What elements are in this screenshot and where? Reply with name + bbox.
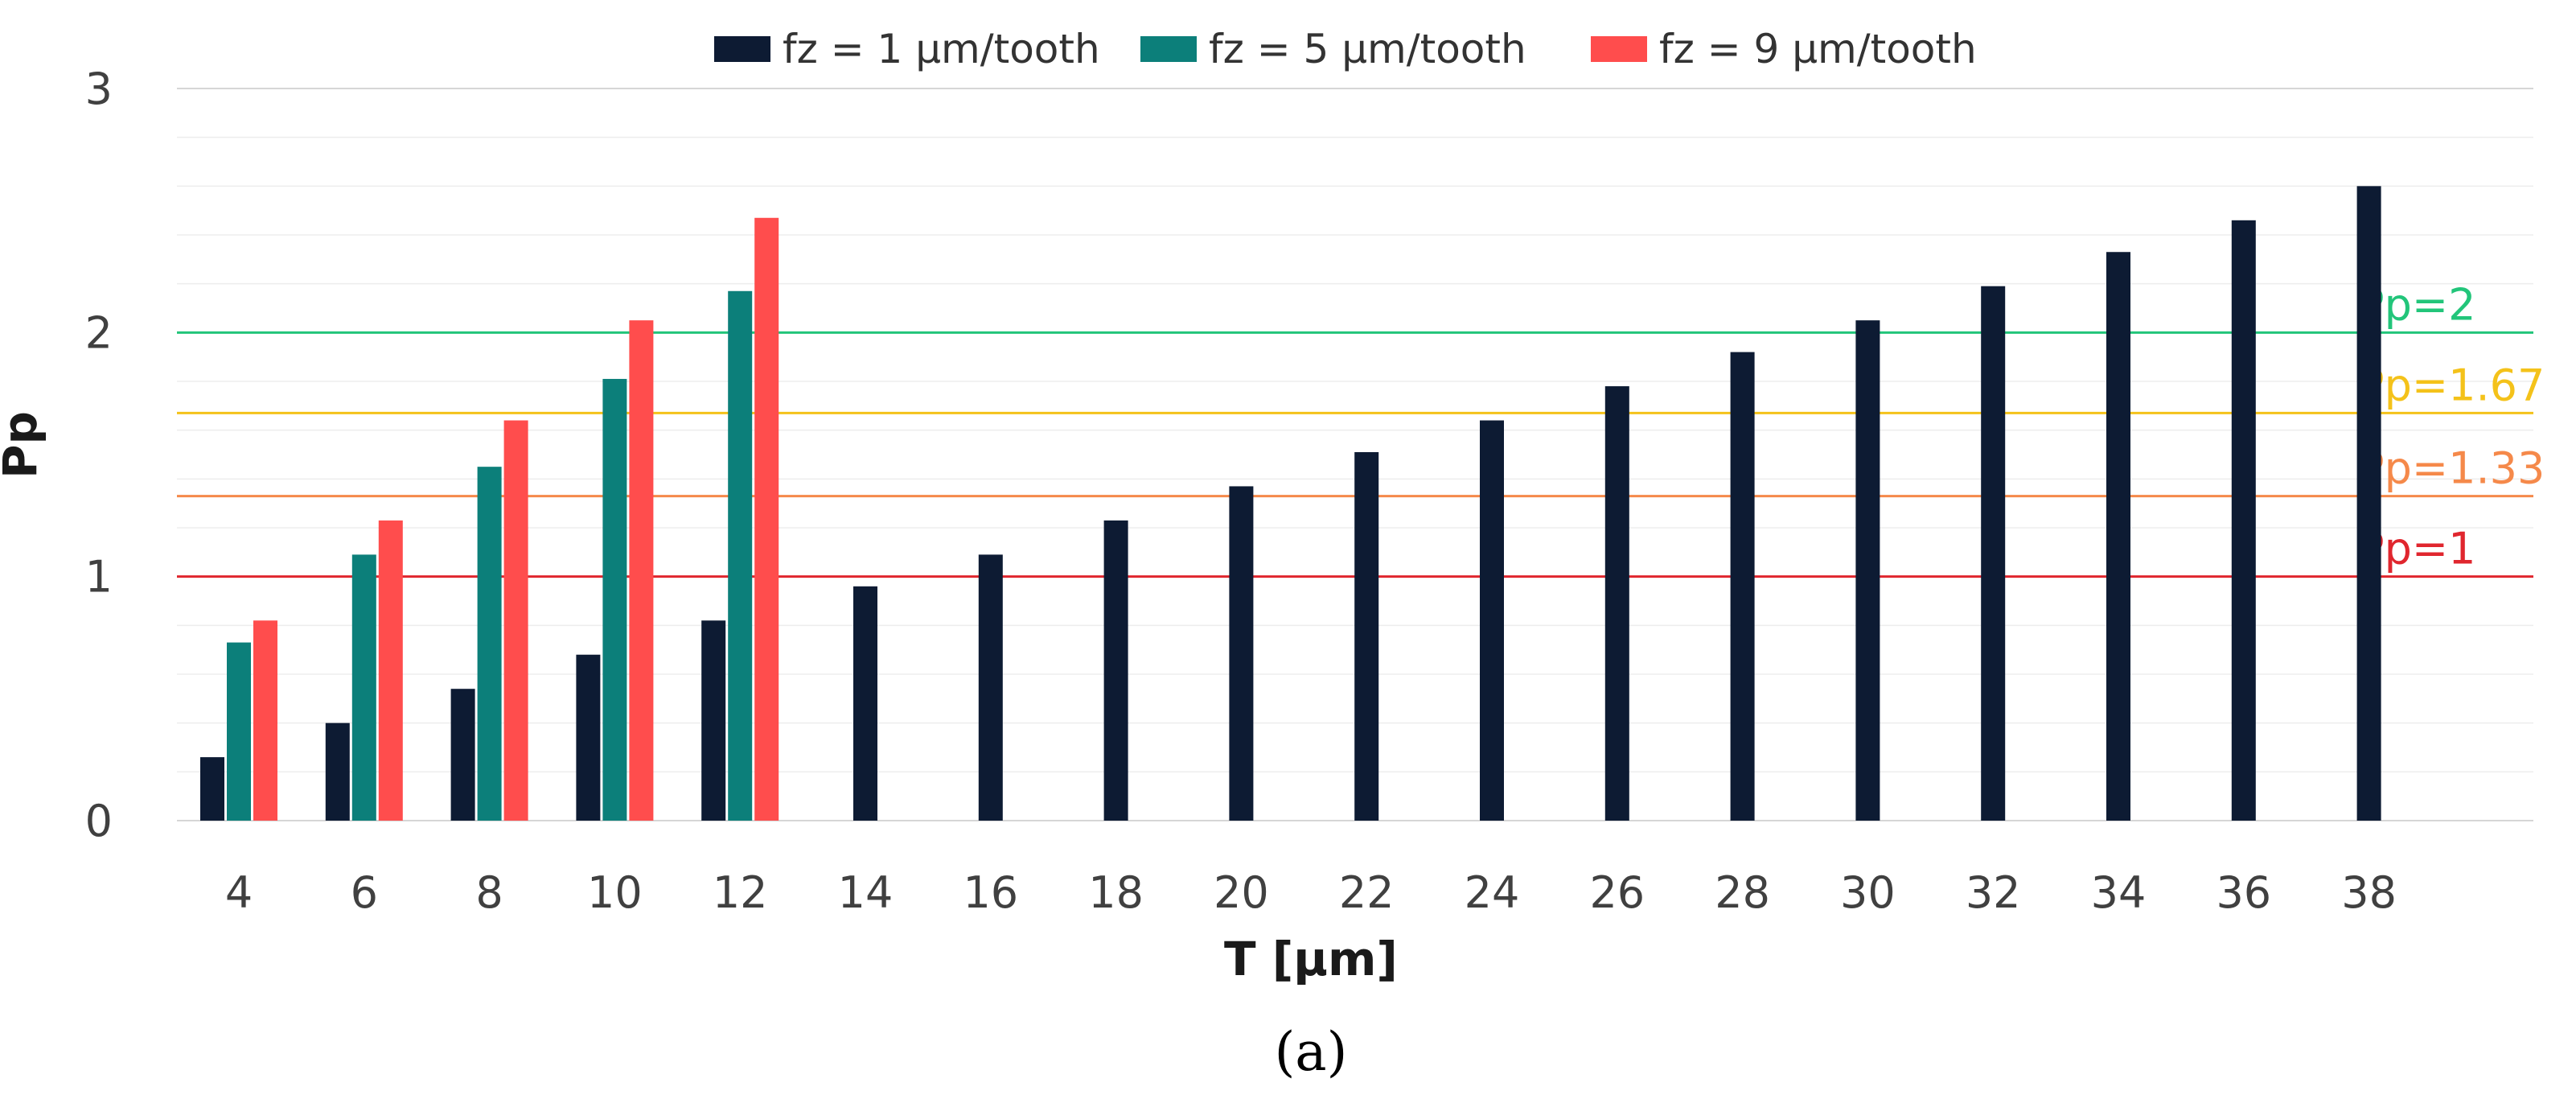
bar xyxy=(1480,420,1504,821)
bar xyxy=(227,642,251,821)
y-tick-label: 3 xyxy=(85,64,113,114)
x-tick-label: 32 xyxy=(1966,867,2021,918)
legend-label: fz = 9 μm/tooth xyxy=(1659,26,1977,72)
bar xyxy=(200,757,224,821)
x-tick-label: 24 xyxy=(1465,867,1520,918)
bar xyxy=(503,420,528,821)
x-tick-label: 12 xyxy=(713,867,768,918)
x-tick-label: 38 xyxy=(2341,867,2397,918)
x-tick-label: 22 xyxy=(1339,867,1395,918)
bar xyxy=(576,654,601,821)
bar xyxy=(1981,286,2006,821)
bar xyxy=(450,689,475,821)
bar xyxy=(701,620,726,821)
bar xyxy=(2106,252,2130,821)
legend-swatch xyxy=(1591,36,1647,62)
bar xyxy=(2231,220,2256,821)
reference-line-label: Pp=1.33 xyxy=(2358,443,2545,494)
legend-swatch xyxy=(714,36,770,62)
x-tick-label: 4 xyxy=(225,867,253,918)
y-tick-label: 0 xyxy=(85,796,113,846)
reference-line-label: Pp=1.67 xyxy=(2358,360,2545,410)
x-tick-label: 20 xyxy=(1214,867,1269,918)
bar xyxy=(1604,386,1629,821)
bar xyxy=(1229,486,1254,821)
x-tick-labels: 4 6 8 10 12 14 16 18 20 22 24 26 28 30 32 34 36 38 xyxy=(225,867,2397,918)
bar xyxy=(853,586,877,821)
x-tick-label: 28 xyxy=(1715,867,1770,918)
bars xyxy=(200,186,2381,821)
bar xyxy=(1730,352,1755,821)
bar xyxy=(754,217,779,821)
bar xyxy=(253,620,277,821)
x-tick-label: 36 xyxy=(2216,867,2271,918)
x-tick-label: 34 xyxy=(2091,867,2147,918)
y-tick-label: 1 xyxy=(85,552,113,603)
bar xyxy=(978,554,1003,821)
bar xyxy=(351,554,376,821)
bar xyxy=(378,520,403,821)
bar xyxy=(325,722,350,821)
legend-label: fz = 5 μm/tooth xyxy=(1209,26,1526,72)
x-tick-label: 26 xyxy=(1589,867,1645,918)
y-tick-label: 2 xyxy=(85,307,113,358)
x-tick-label: 6 xyxy=(351,867,378,918)
bar xyxy=(728,290,753,821)
bar xyxy=(1855,320,1880,821)
x-tick-label: 16 xyxy=(963,867,1018,918)
x-axis-label: T [μm] xyxy=(1224,932,1398,986)
bar xyxy=(602,378,627,821)
figure-caption: (a) xyxy=(1275,1021,1348,1083)
legend-label: fz = 1 μm/tooth xyxy=(783,26,1100,72)
x-tick-label: 18 xyxy=(1088,867,1144,918)
legend: fz = 1 μm/tooth fz = 5 μm/tooth fz = 9 μm/… xyxy=(714,26,1977,72)
legend-swatch xyxy=(1140,36,1197,62)
x-tick-label: 30 xyxy=(1840,867,1896,918)
y-tick-labels: 0 1 2 3 xyxy=(85,64,113,846)
bar xyxy=(2356,186,2381,821)
bar xyxy=(1354,451,1379,821)
bar xyxy=(1103,520,1128,821)
bar xyxy=(477,467,502,821)
y-axis-label: Pp xyxy=(0,411,47,479)
x-tick-label: 10 xyxy=(587,867,643,918)
x-tick-label: 14 xyxy=(838,867,894,918)
x-tick-label: 8 xyxy=(475,867,503,918)
bar xyxy=(629,320,654,821)
